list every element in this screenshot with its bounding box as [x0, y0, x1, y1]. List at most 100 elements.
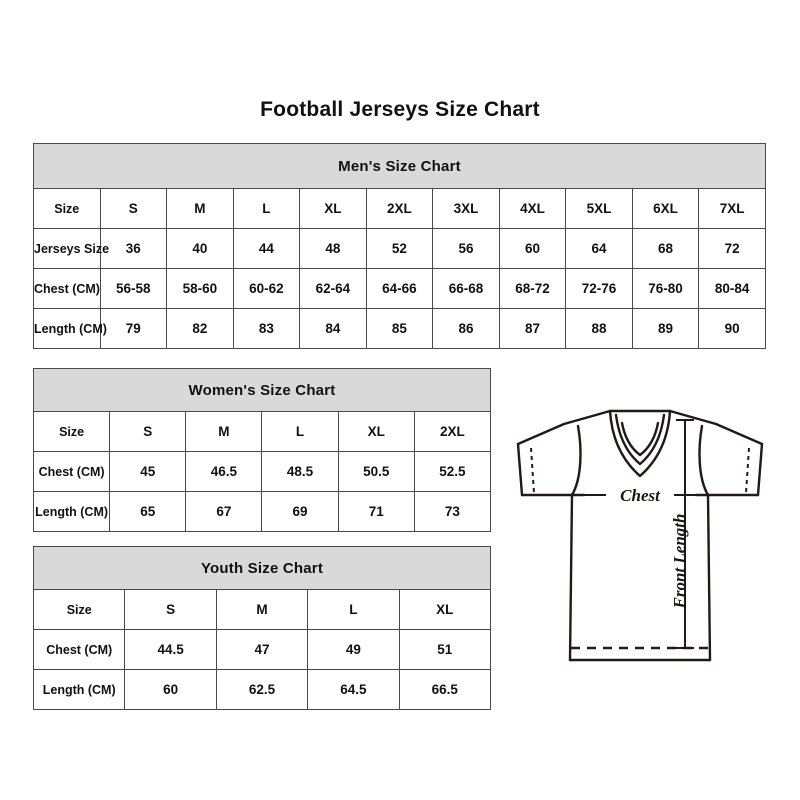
column-header-s: S — [99, 188, 168, 229]
cell-chest-2xl: 52.5 — [413, 451, 492, 492]
table-title-row: Youth Size Chart — [33, 546, 491, 590]
left-shoulder-line — [516, 409, 612, 446]
row-label-length-cm: Length (CM) — [32, 491, 111, 532]
cell-length-l: 83 — [232, 308, 301, 349]
column-header-2xl: 2XL — [365, 188, 434, 229]
table-header-row: Size S M L XL — [32, 589, 492, 630]
cell-jerseys-size-6xl: 68 — [631, 228, 700, 269]
cell-length-l: 64.5 — [307, 669, 400, 710]
jersey-measurement-diagram: Chest Front Length — [500, 398, 780, 698]
table-header-row: Size S M L XL 2XL 3XL 4XL 5XL 6XL 7XL — [33, 188, 766, 229]
row-label-chest-cm: Chest (CM) — [32, 451, 111, 492]
cell-length-xl: 84 — [299, 308, 367, 349]
cell-chest-l: 48.5 — [261, 451, 339, 492]
cell-chest-l: 49 — [307, 629, 400, 670]
column-header-m: M — [166, 188, 234, 229]
front-length-label: Front Length — [670, 514, 689, 610]
cell-length-3xl: 86 — [432, 308, 500, 349]
v-neck-inner — [620, 421, 660, 457]
table-title-row: Men's Size Chart — [33, 143, 766, 189]
left-armhole-curve — [570, 424, 582, 497]
v-neck-outer — [608, 409, 672, 478]
womens-table-title: Women's Size Chart — [33, 368, 491, 412]
row-label-jerseys-size: Jerseys Size — [33, 228, 109, 269]
column-header-m: M — [185, 411, 263, 452]
cell-chest-s: 56-58 — [99, 268, 168, 309]
column-header-s: S — [109, 411, 187, 452]
cell-chest-m: 46.5 — [185, 451, 263, 492]
column-header-3xl: 3XL — [432, 188, 500, 229]
cell-jerseys-size-xl: 48 — [299, 228, 367, 269]
column-header-m: M — [215, 589, 309, 630]
cell-chest-m: 47 — [215, 629, 309, 670]
row-label-chest-cm: Chest (CM) — [33, 268, 101, 309]
table-row: Length (CM) 65 67 69 71 73 — [32, 491, 492, 532]
cell-chest-7xl: 80-84 — [698, 268, 766, 309]
table-row: Length (CM) 60 62.5 64.5 66.5 — [32, 669, 492, 710]
cell-jerseys-size-7xl: 72 — [698, 228, 766, 269]
cell-length-2xl: 73 — [413, 491, 492, 532]
cell-length-m: 67 — [185, 491, 263, 532]
table-row: Chest (CM) 44.5 47 49 51 — [32, 629, 492, 670]
column-header-4xl: 4XL — [498, 188, 567, 229]
cell-chest-s: 44.5 — [124, 629, 217, 670]
womens-size-chart-table: Women's Size Chart Size S M L XL 2XL Che… — [32, 368, 492, 532]
cell-length-m: 82 — [166, 308, 234, 349]
cell-chest-xl: 50.5 — [337, 451, 415, 492]
column-header-2xl: 2XL — [413, 411, 492, 452]
cell-length-s: 79 — [99, 308, 168, 349]
youth-size-chart-table: Youth Size Chart Size S M L XL Chest (CM… — [32, 546, 492, 710]
cell-jerseys-size-2xl: 52 — [365, 228, 434, 269]
cell-chest-xl: 62-64 — [299, 268, 367, 309]
cell-length-s: 60 — [124, 669, 217, 710]
column-header-7xl: 7XL — [698, 188, 766, 229]
column-header-l: L — [261, 411, 339, 452]
table-title-row: Women's Size Chart — [33, 368, 491, 412]
cell-chest-m: 58-60 — [166, 268, 234, 309]
cell-length-5xl: 88 — [565, 308, 633, 349]
cell-chest-l: 60-62 — [232, 268, 301, 309]
cell-chest-6xl: 76-80 — [631, 268, 700, 309]
table-row: Jerseys Size 36 40 44 48 52 56 60 64 68 … — [33, 228, 766, 269]
cell-chest-4xl: 68-72 — [498, 268, 567, 309]
cell-length-xl: 66.5 — [398, 669, 492, 710]
page-title: Football Jerseys Size Chart — [260, 98, 540, 121]
cell-chest-3xl: 66-68 — [432, 268, 500, 309]
cell-jerseys-size-m: 40 — [166, 228, 234, 269]
left-cuff-edge — [516, 442, 524, 497]
right-side-seam — [706, 493, 712, 662]
column-header-s: S — [124, 589, 217, 630]
table-row: Chest (CM) 56-58 58-60 60-62 62-64 64-66… — [33, 268, 766, 309]
column-header-l: L — [307, 589, 400, 630]
cell-jerseys-size-l: 44 — [232, 228, 301, 269]
column-header-xl: XL — [398, 589, 492, 630]
youth-table-title: Youth Size Chart — [33, 546, 491, 590]
right-armhole-curve — [698, 424, 710, 497]
cell-length-l: 69 — [261, 491, 339, 532]
column-header-l: L — [232, 188, 301, 229]
chest-label: Chest — [620, 486, 661, 505]
cell-length-s: 65 — [109, 491, 187, 532]
cell-jerseys-size-3xl: 56 — [432, 228, 500, 269]
right-shoulder-line — [668, 409, 764, 446]
cell-chest-5xl: 72-76 — [565, 268, 633, 309]
mens-table-title: Men's Size Chart — [33, 143, 766, 189]
column-header-size: Size — [33, 188, 101, 229]
cell-jerseys-size-4xl: 60 — [498, 228, 567, 269]
cell-chest-s: 45 — [109, 451, 187, 492]
right-cuff-stitch-dashed — [745, 447, 750, 494]
column-header-xl: XL — [299, 188, 367, 229]
column-header-size: Size — [32, 589, 126, 630]
cell-chest-xl: 51 — [398, 629, 492, 670]
table-row: Length (CM) 79 82 83 84 85 86 87 88 89 9… — [33, 308, 766, 349]
v-neck-middle — [614, 413, 666, 466]
table-header-row: Size S M L XL 2XL — [32, 411, 492, 452]
cell-length-7xl: 90 — [698, 308, 766, 349]
left-cuff-stitch-dashed — [530, 447, 535, 494]
column-header-5xl: 5XL — [565, 188, 633, 229]
cell-jerseys-size-s: 36 — [99, 228, 168, 269]
column-header-6xl: 6XL — [631, 188, 700, 229]
column-header-xl: XL — [337, 411, 415, 452]
column-header-size: Size — [32, 411, 111, 452]
cell-length-m: 62.5 — [215, 669, 309, 710]
